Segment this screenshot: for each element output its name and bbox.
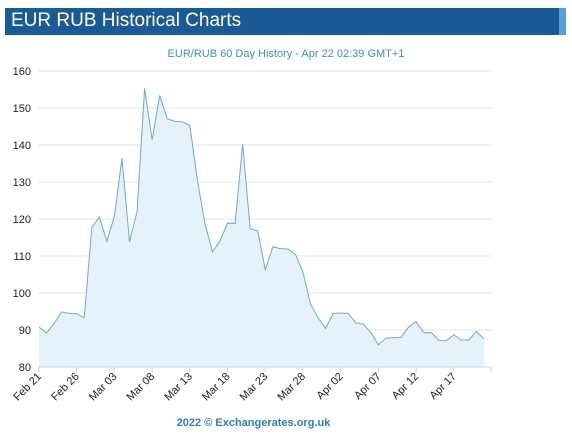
- y-tick-label-110: 110: [13, 251, 31, 263]
- y-tick-label-150: 150: [13, 103, 31, 115]
- footer-credit[interactable]: 2022 © Exchangerates.org.uk: [176, 417, 331, 429]
- x-tick-label-3: Mar 08: [125, 371, 158, 404]
- chart-title: EUR/RUB 60 Day History - Apr 22 02:39 GM…: [167, 48, 405, 60]
- y-tick-label-90: 90: [19, 325, 31, 337]
- series-area-fill: [39, 88, 484, 367]
- x-tick-label-6: Mar 23: [238, 371, 271, 404]
- x-tick-label-1: Feb 26: [49, 371, 82, 404]
- x-tick-label-7: Mar 28: [275, 371, 308, 404]
- x-tick-label-4: Mar 13: [162, 371, 195, 404]
- x-tick-label-2: Mar 03: [87, 371, 120, 404]
- y-tick-label-160: 160: [13, 66, 31, 78]
- y-tick-label-140: 140: [13, 140, 31, 152]
- x-tick-label-9: Apr 07: [352, 371, 383, 402]
- y-tick-label-100: 100: [13, 288, 31, 300]
- y-tick-label-130: 130: [13, 177, 31, 189]
- page-header: EUR RUB Historical Charts: [5, 8, 566, 35]
- x-tick-label-11: Apr 17: [428, 371, 459, 402]
- page-title: EUR RUB Historical Charts: [11, 10, 242, 31]
- y-tick-label-80: 80: [19, 362, 31, 374]
- x-tick-label-0: Feb 21: [11, 371, 44, 404]
- series-line: [38, 88, 485, 346]
- x-tick-label-8: Apr 02: [314, 371, 345, 402]
- x-tick-label-5: Mar 18: [200, 371, 233, 404]
- x-tick-label-10: Apr 12: [390, 371, 421, 402]
- y-tick-label-120: 120: [13, 214, 31, 226]
